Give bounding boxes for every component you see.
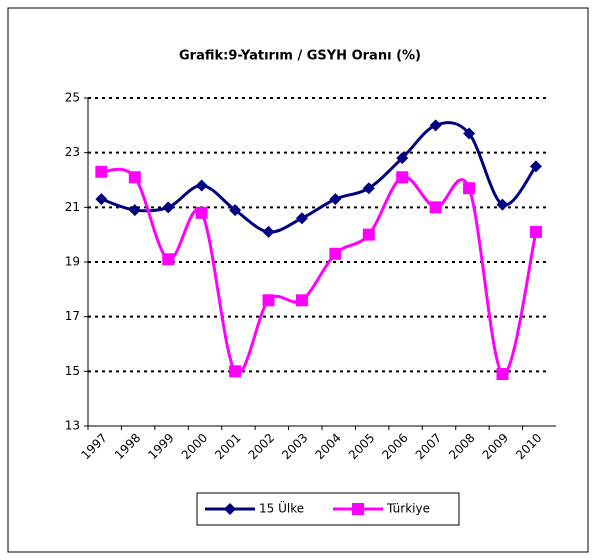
marker bbox=[229, 204, 242, 217]
marker bbox=[195, 179, 208, 192]
legend-label: Türkiye bbox=[386, 502, 430, 516]
y-tick-label: 15 bbox=[65, 364, 80, 378]
marker bbox=[496, 198, 509, 211]
marker bbox=[229, 365, 242, 378]
legend-label: 15 Ülke bbox=[259, 500, 304, 516]
series-line bbox=[101, 167, 538, 376]
marker bbox=[224, 503, 236, 515]
marker bbox=[162, 201, 175, 214]
y-tick-label: 21 bbox=[65, 200, 80, 214]
marker bbox=[128, 204, 141, 217]
marker bbox=[295, 294, 308, 307]
marker bbox=[529, 160, 542, 173]
y-tick-label: 25 bbox=[65, 91, 80, 105]
marker bbox=[429, 119, 442, 132]
marker bbox=[262, 225, 275, 238]
marker bbox=[295, 212, 308, 225]
marker bbox=[95, 193, 108, 206]
marker bbox=[362, 182, 375, 195]
y-tick-label: 13 bbox=[65, 419, 80, 433]
marker bbox=[463, 182, 476, 195]
marker bbox=[496, 368, 509, 381]
marker bbox=[529, 225, 542, 238]
marker bbox=[195, 206, 208, 219]
marker bbox=[162, 253, 175, 266]
marker bbox=[396, 171, 409, 184]
chart-border bbox=[7, 7, 589, 553]
y-tick-label: 17 bbox=[65, 309, 80, 323]
y-tick-label: 23 bbox=[65, 145, 80, 159]
marker bbox=[262, 294, 275, 307]
marker bbox=[329, 247, 342, 260]
marker bbox=[95, 165, 108, 178]
y-tick-label: 19 bbox=[65, 255, 80, 269]
chart-title: Grafik:9-Yatırım / GSYH Oranı (%) bbox=[179, 49, 421, 64]
marker bbox=[329, 193, 342, 206]
marker bbox=[429, 201, 442, 214]
marker bbox=[352, 503, 364, 515]
marker bbox=[128, 171, 141, 184]
marker bbox=[463, 127, 476, 140]
marker bbox=[396, 152, 409, 165]
marker bbox=[362, 228, 375, 241]
